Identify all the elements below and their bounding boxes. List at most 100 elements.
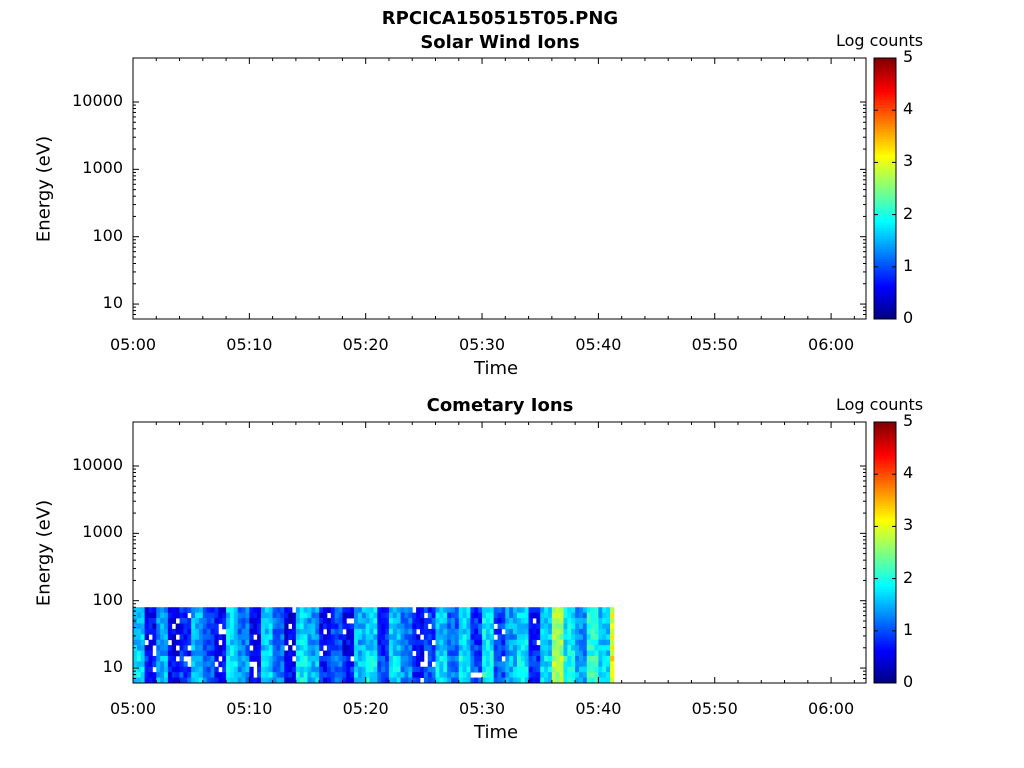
- heatmap-cell: [606, 607, 611, 614]
- colorbar-segment: [874, 482, 896, 486]
- heatmap-cell: [218, 645, 223, 651]
- heatmap-cell: [299, 639, 305, 646]
- heatmap-cell: [505, 634, 510, 641]
- heatmap-cell: [222, 612, 227, 619]
- heatmap-cell: [470, 628, 475, 635]
- colorbar-tick-label: 4: [903, 463, 914, 483]
- colorbar-segment: [874, 641, 896, 645]
- heatmap-cell: [206, 650, 211, 657]
- heatmap-cell: [237, 645, 242, 651]
- colorbar-segment: [874, 188, 896, 192]
- heatmap-cell: [152, 655, 157, 662]
- heatmap-cell: [547, 666, 553, 673]
- heatmap-cell: [579, 639, 584, 646]
- heatmap-cell: [536, 655, 541, 662]
- heatmap-cell: [187, 650, 192, 657]
- heatmap-cell: [179, 607, 184, 614]
- heatmap-cell: [191, 639, 196, 646]
- heatmap-cell: [571, 634, 576, 641]
- heatmap-cell: [606, 672, 611, 678]
- colorbar-tick-label: 4: [903, 99, 914, 119]
- heatmap-cell: [524, 645, 529, 651]
- heatmap-cell: [369, 661, 374, 668]
- heatmap-cell: [268, 618, 274, 624]
- heatmap-cell: [206, 672, 211, 678]
- heatmap-cell: [307, 672, 312, 678]
- heatmap-cell: [253, 618, 258, 624]
- colorbar-segment: [874, 305, 896, 310]
- heatmap-cell: [233, 645, 239, 651]
- heatmap-cell: [567, 623, 572, 630]
- heatmap-cell: [133, 628, 138, 635]
- heatmap-cell: [443, 612, 448, 619]
- heatmap-cell: [136, 607, 142, 614]
- heatmap-cell: [148, 639, 153, 646]
- heatmap-cell: [458, 628, 464, 635]
- heatmap-cell: [160, 612, 165, 619]
- heatmap-cell: [342, 677, 347, 684]
- heatmap-cell: [594, 666, 599, 673]
- heatmap-cell: [334, 666, 339, 673]
- colorbar-segment: [874, 287, 896, 291]
- heatmap-cell: [175, 607, 180, 614]
- heatmap-cell: [272, 655, 277, 662]
- heatmap-cell: [195, 677, 200, 684]
- heatmap-cell: [478, 623, 483, 630]
- heatmap-cell: [276, 677, 281, 684]
- heatmap-cell: [245, 612, 250, 619]
- heatmap-cell: [470, 650, 475, 657]
- heatmap-cell: [229, 655, 235, 662]
- colorbar-segment: [874, 596, 896, 600]
- heatmap-cell: [357, 650, 363, 657]
- heatmap-cell: [520, 677, 526, 684]
- heatmap-cell: [198, 672, 204, 678]
- heatmap-cell: [474, 639, 479, 646]
- heatmap-cell: [377, 618, 382, 624]
- heatmap-cell: [357, 672, 363, 678]
- heatmap-cell: [571, 623, 576, 630]
- heatmap-cell: [346, 634, 351, 641]
- heatmap-cell: [586, 655, 592, 662]
- heatmap-cell: [164, 607, 169, 614]
- heatmap-cell: [602, 677, 607, 684]
- heatmap-cell: [474, 650, 479, 657]
- heatmap-cell: [489, 634, 495, 641]
- heatmap-cell: [249, 655, 254, 662]
- panel1-colorbar-label: Log counts: [836, 31, 924, 50]
- heatmap-cell: [439, 645, 444, 651]
- colorbar-segment: [874, 643, 896, 647]
- heatmap-cell: [369, 672, 374, 678]
- heatmap-cell: [303, 628, 308, 635]
- colorbar-segment: [874, 157, 896, 161]
- heatmap-cell: [551, 639, 557, 646]
- heatmap-cell: [513, 639, 518, 646]
- colorbar-segment: [874, 549, 896, 553]
- heatmap-cell: [400, 612, 405, 619]
- heatmap-cell: [594, 677, 599, 684]
- heatmap-cell: [505, 628, 510, 635]
- colorbar-segment: [874, 489, 896, 493]
- heatmap-cell: [361, 655, 367, 662]
- colorbar-segment: [874, 58, 896, 62]
- heatmap-cell: [392, 634, 398, 641]
- heatmap-cell: [602, 655, 607, 662]
- heatmap-cell: [307, 634, 312, 641]
- heatmap-cell: [179, 672, 184, 678]
- heatmap-cell: [575, 677, 580, 684]
- heatmap-cell: [226, 618, 231, 624]
- colorbar-segment: [874, 277, 896, 281]
- heatmap-cell: [373, 650, 378, 657]
- heatmap-cell: [365, 612, 370, 619]
- heatmap-cell: [478, 639, 483, 646]
- colorbar-segment: [874, 609, 896, 614]
- heatmap-cell: [377, 639, 382, 646]
- heatmap-cell: [516, 634, 522, 641]
- heatmap-cell: [388, 623, 394, 630]
- heatmap-cell: [439, 666, 444, 673]
- heatmap-cell: [303, 650, 308, 657]
- heatmap-cell: [198, 639, 204, 646]
- heatmap-cell: [295, 661, 301, 668]
- heatmap-cell: [357, 618, 363, 624]
- x-tick-label: 05:40: [575, 335, 622, 354]
- heatmap-cell: [501, 666, 506, 673]
